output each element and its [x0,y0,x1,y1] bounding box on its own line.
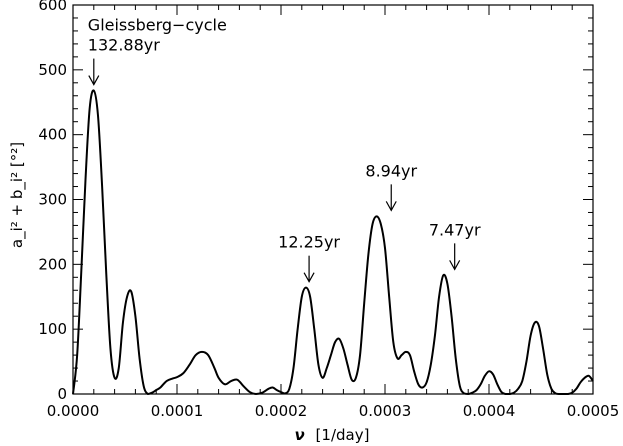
x-tick-label: 0.0000 [47,402,100,420]
x-tick-label: 0.0004 [463,402,516,420]
annotation-arrow-head [303,272,315,283]
annotation-arrow-head [385,201,397,212]
peak-annotation: 7.47yr [429,220,481,271]
annotation-arrow-head [449,260,461,271]
x-tick-label: 0.0005 [567,402,620,420]
peak-annotation: 12.25yr [278,233,340,283]
x-tick-label: 0.0003 [359,402,412,420]
plot-frame [72,4,594,395]
x-axis-title: ν [1/day] [295,426,370,444]
x-axis: 0.0000 0.0001 0.0002 0.0003 0.0004 0.0005 [47,5,620,420]
plot-border [72,4,594,395]
annotation-label: 7.47yr [429,220,481,239]
annotation-label: 12.25yr [278,233,340,252]
x-tick-label: 0.0002 [255,402,308,420]
series-line [72,89,594,396]
y-tick-label: 600 [38,0,67,14]
y-tick-label: 400 [38,126,67,144]
peak-annotation: 8.94yr [365,161,417,212]
y-tick-label: 500 [38,61,67,79]
y-tick-label: 100 [38,320,67,338]
annotation-label: 132.88yr [88,36,160,55]
annotation-arrow-head [88,75,100,86]
x-axis-unit: [1/day] [316,426,370,444]
annotation-label: 8.94yr [365,161,417,180]
x-tick-label: 0.0001 [151,402,204,420]
y-axis-title: a_i² + b_i² [°²] [8,142,27,248]
y-tick-label: 300 [38,191,67,209]
annotation-label: Gleissberg−cycle [88,16,227,35]
x-axis-symbol: ν [295,426,305,444]
y-tick-label: 200 [38,255,67,273]
y-tick-label: 0 [57,385,67,403]
